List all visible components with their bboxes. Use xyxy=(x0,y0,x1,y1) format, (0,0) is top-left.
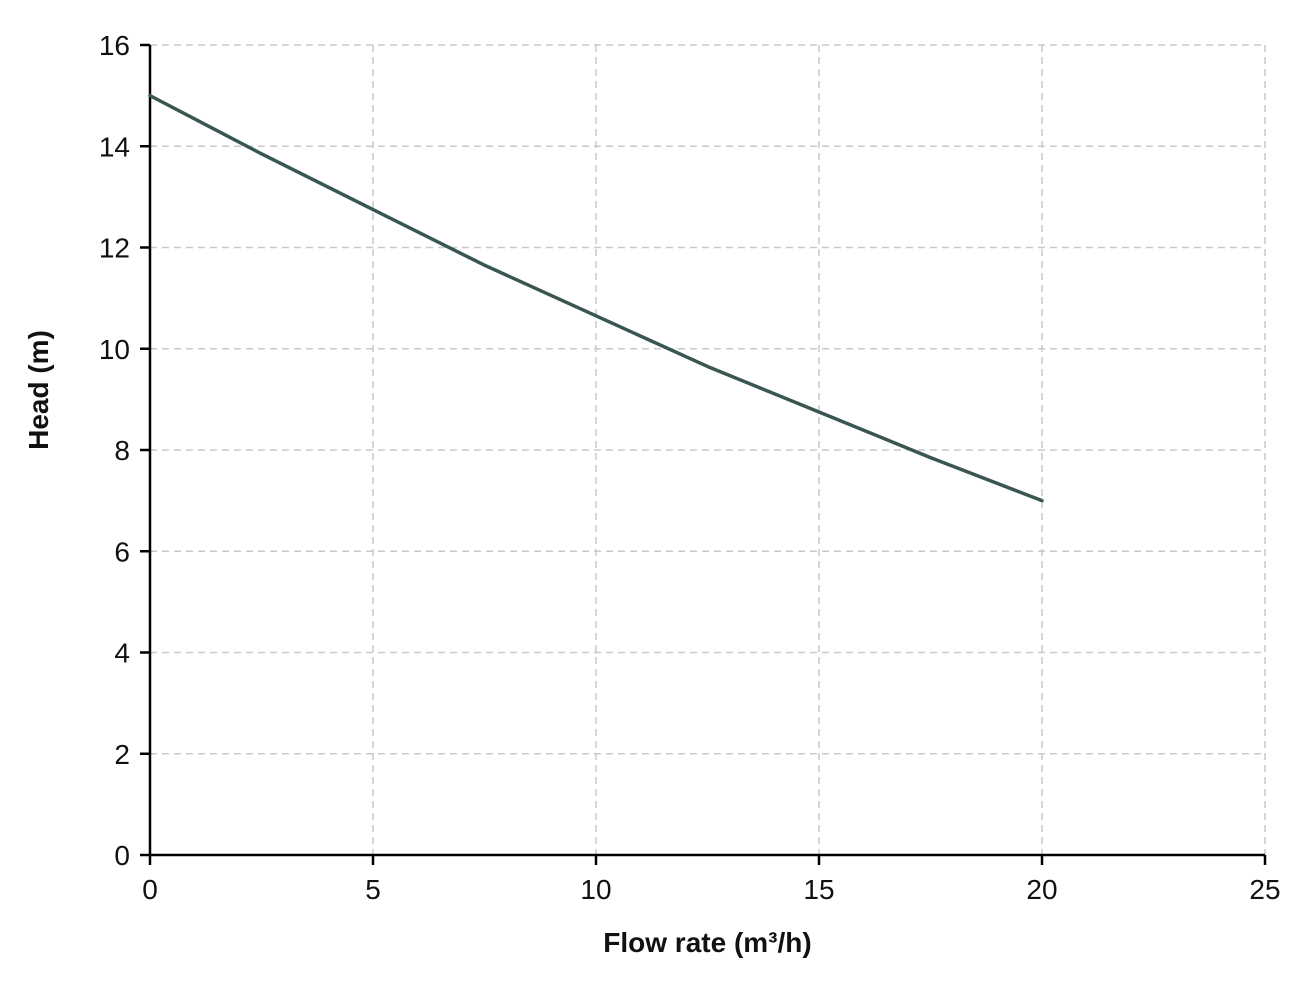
y-tick-label: 6 xyxy=(114,536,130,567)
y-tick-label: 12 xyxy=(99,233,130,264)
x-tick-label: 25 xyxy=(1249,874,1280,905)
x-tick-label: 10 xyxy=(580,874,611,905)
x-tick-label: 20 xyxy=(1026,874,1057,905)
x-tick-label: 0 xyxy=(142,874,158,905)
y-tick-label: 0 xyxy=(114,840,130,871)
y-tick-label: 14 xyxy=(99,131,130,162)
x-axis-title: Flow rate (m³/h) xyxy=(603,927,811,958)
x-tick-label: 15 xyxy=(803,874,834,905)
y-tick-label: 16 xyxy=(99,30,130,61)
y-axis-title: Head (m) xyxy=(23,330,54,450)
y-tick-label: 4 xyxy=(114,638,130,669)
x-tick-label: 5 xyxy=(365,874,381,905)
y-tick-label: 10 xyxy=(99,334,130,365)
y-tick-label: 8 xyxy=(114,435,130,466)
y-tick-label: 2 xyxy=(114,739,130,770)
series-line xyxy=(148,93,1044,503)
